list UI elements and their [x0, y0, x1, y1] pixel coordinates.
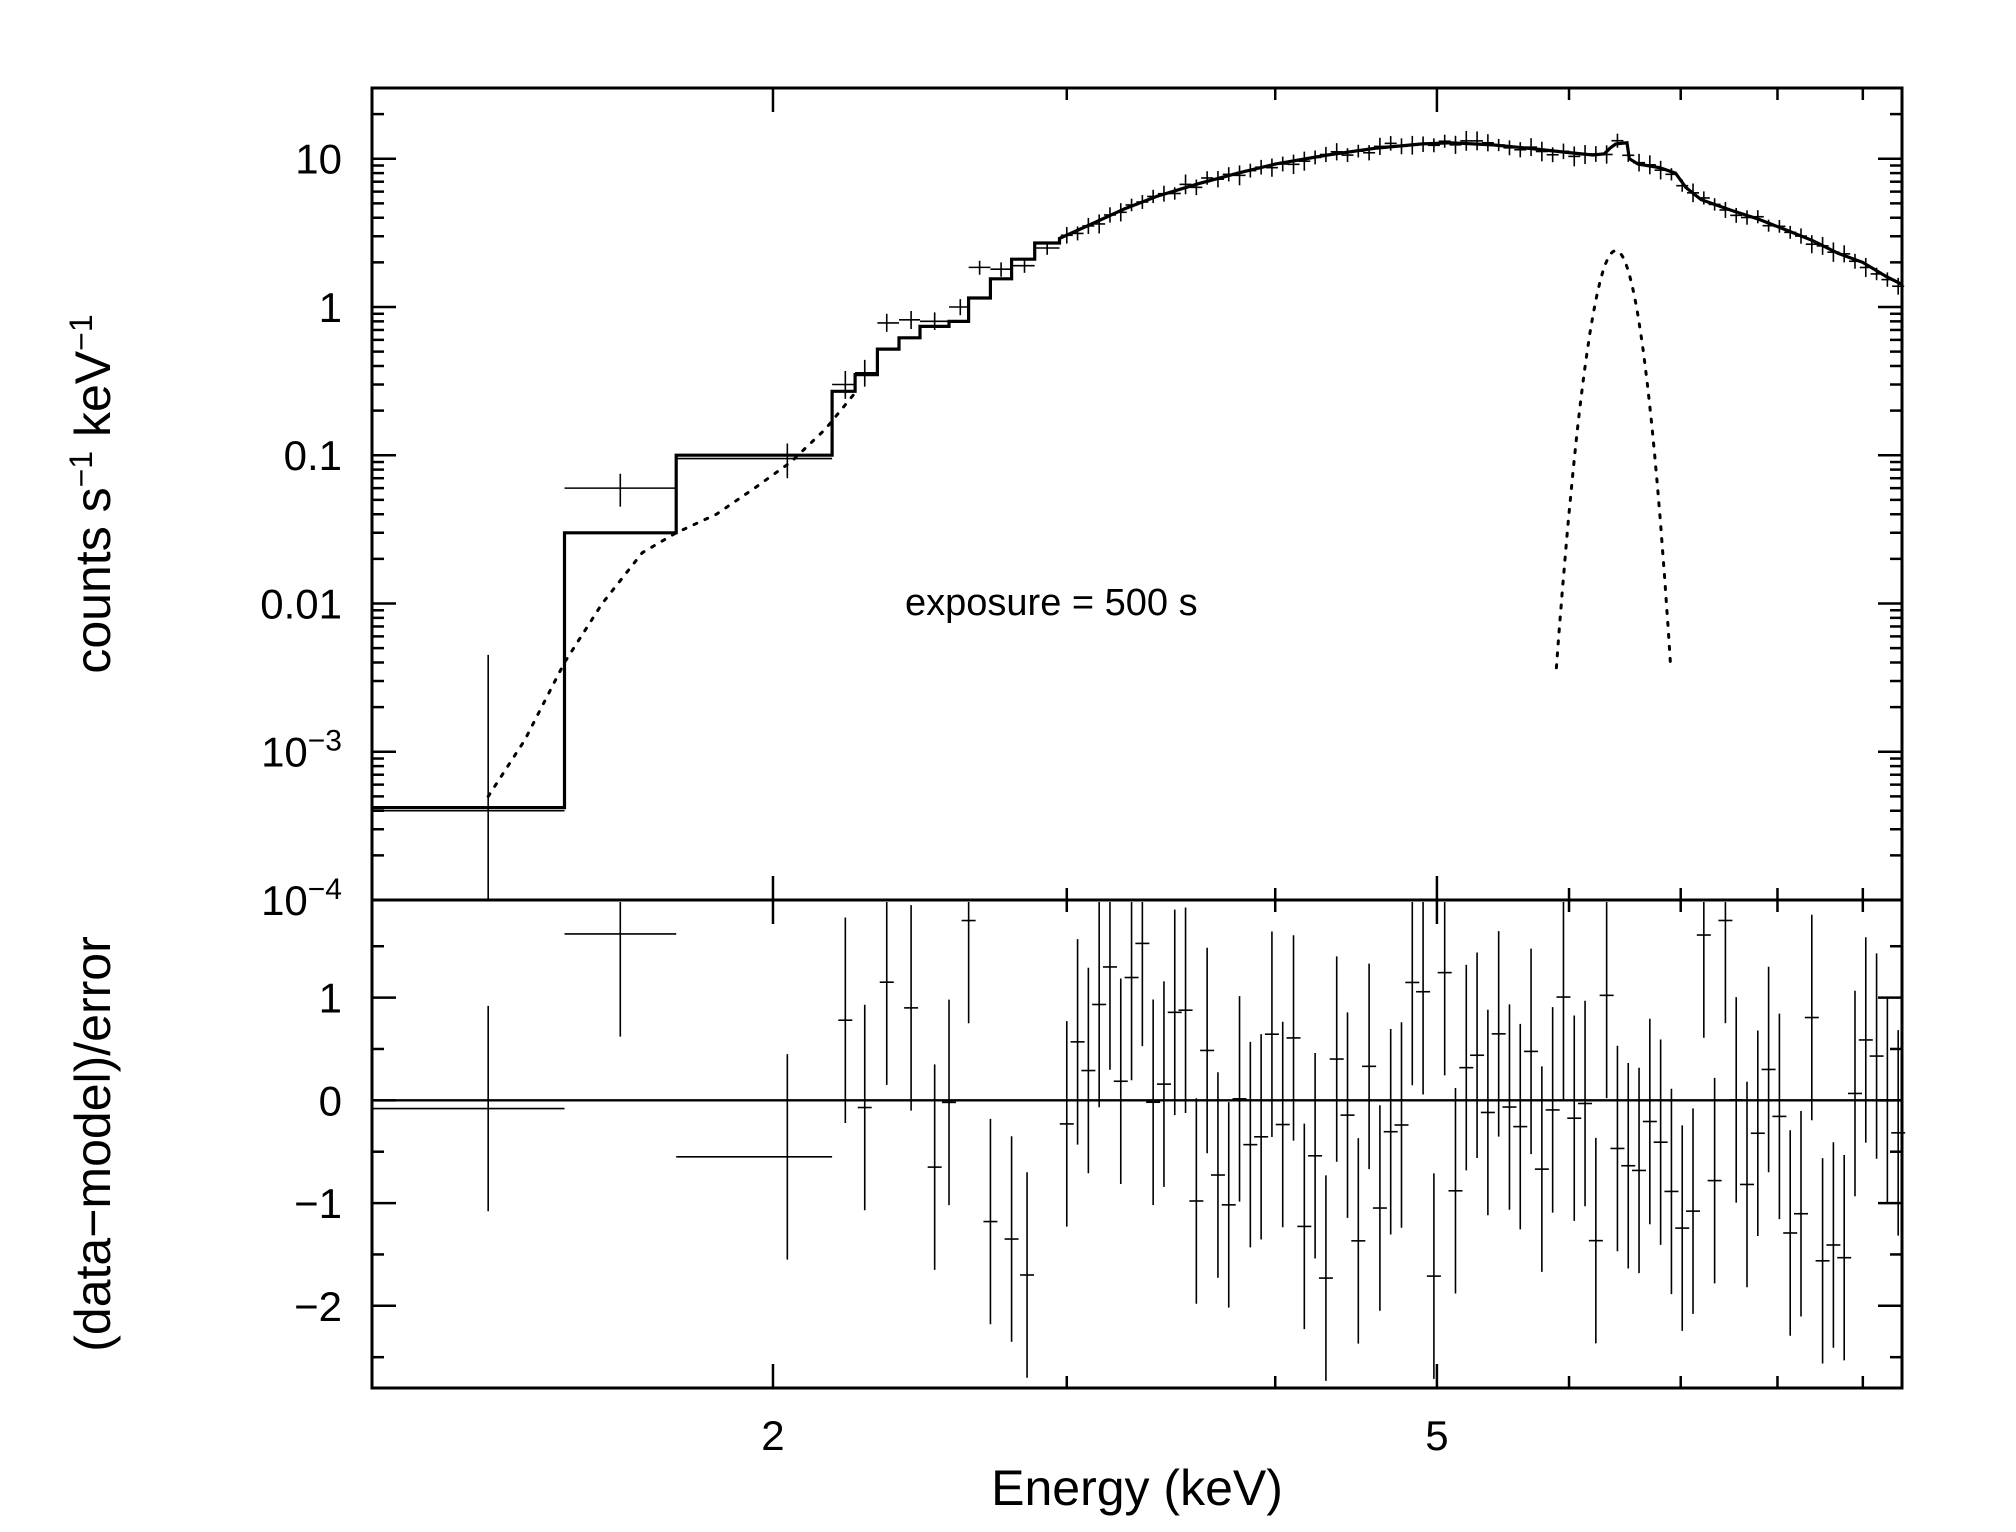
ytick-label-4: 10−3 — [261, 724, 342, 776]
residual-ytick-label-3: −2 — [294, 1283, 342, 1330]
ytick-exp: −4 — [308, 873, 342, 906]
residual-frame — [370, 898, 1904, 1390]
residual-ytick-label-1: 0 — [319, 1077, 342, 1124]
ytick-base: 10 — [261, 729, 308, 776]
residual-ytick-label-2: −1 — [294, 1180, 342, 1227]
ytick-label-3: 0.01 — [260, 580, 342, 627]
x-axis-title: Energy (keV) — [991, 1460, 1283, 1516]
ylabel-sup1: −1 — [63, 451, 99, 487]
ytick-exp: −3 — [308, 724, 342, 757]
continuum-component-curve — [486, 387, 860, 798]
xtick-label-1: 5 — [1425, 1412, 1448, 1459]
ytick-label-5: 10−4 — [261, 873, 342, 925]
y-axis-title-spectrum: counts s−1 keV−1 — [63, 314, 121, 673]
total-model-curve — [372, 141, 1903, 810]
xtick-label-0: 2 — [761, 1412, 784, 1459]
ytick-label-0: 10 — [295, 136, 342, 183]
exposure-annotation: exposure = 500 s — [905, 582, 1198, 624]
residual-panel: 1 0 −1 −2 2 5 — [294, 898, 1906, 1459]
residual-ytick-label-0: 1 — [319, 975, 342, 1022]
gaussian-line-component — [1554, 249, 1673, 670]
spectrum-frame — [370, 86, 1904, 902]
ylabel-sup2: −1 — [63, 314, 99, 350]
y-axis-title-residuals: (data−model)/error — [65, 936, 121, 1351]
ylabel-mid: keV — [65, 350, 121, 451]
ytick-base: 10 — [261, 877, 308, 924]
ylabel-main: counts s — [65, 487, 121, 673]
ytick-label-2: 0.1 — [284, 432, 342, 479]
ytick-label-1: 1 — [319, 284, 342, 331]
